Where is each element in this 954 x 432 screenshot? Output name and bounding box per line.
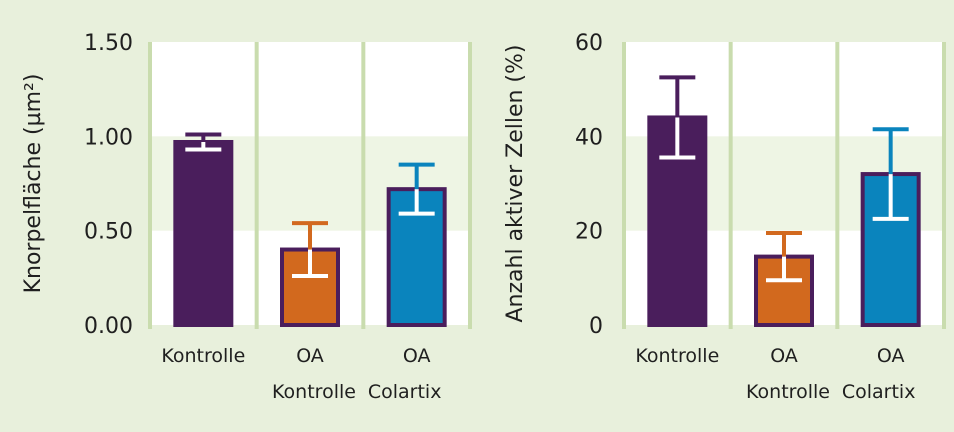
category-label: OA [877,345,905,367]
y-tick-label: 0.50 [84,220,133,245]
category-label-line2: Kontrolle [746,381,830,403]
category-label: Kontrolle [635,345,719,367]
category-label: Kontrolle [161,345,245,367]
column-divider [835,42,840,329]
y-tick-label: 20 [575,220,603,245]
column-divider [622,42,626,329]
column-divider [728,42,733,329]
category-label: OA [770,345,798,367]
column-divider [361,42,366,329]
column-divider [468,42,472,329]
category-label-line2: Kontrolle [272,381,356,403]
y-tick-label: 1.00 [84,125,133,150]
chart-aktive-zellen: 0 20 40 60 Anzahl aktiver Zellen (%) Kontroll… [503,31,946,403]
y-tick-label: 0 [589,314,603,339]
column-divider [942,42,946,329]
y-tick-label: 60 [575,31,603,56]
chart-knorpelflaeche: 0.00 0.50 1.00 1.50 Knorpelfläche (µm²) Kontr… [21,31,472,403]
column-divider [148,42,152,329]
y-tick-label: 1.50 [84,31,133,56]
column-divider [254,42,259,329]
y-axis-title: Knorpelfläche (µm²) [21,74,46,294]
y-tick-label: 0.00 [84,314,133,339]
bar [173,139,234,327]
y-axis-title: Anzahl aktiver Zellen (%) [503,45,528,323]
y-tick-label: 40 [575,125,603,150]
category-label: OA [296,345,324,367]
category-label-line2: Colartix [368,381,442,403]
category-label: OA [403,345,431,367]
category-label-line2: Colartix [842,381,916,403]
